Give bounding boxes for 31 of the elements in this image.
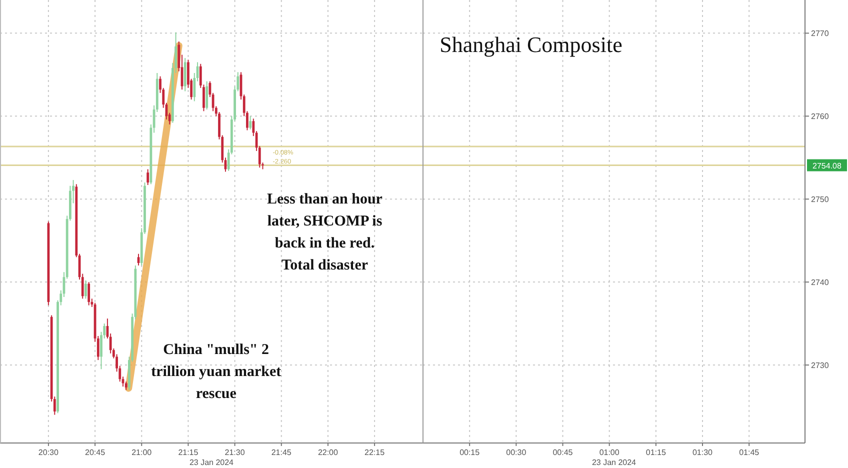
x-tick-label: 01:30 [692, 448, 714, 457]
x-tick-label: 22:00 [318, 448, 339, 457]
x-tick-label: 20:45 [85, 448, 106, 457]
x-tick-label: 21:15 [178, 448, 199, 457]
x-tick-label: 01:00 [599, 448, 620, 457]
text: 23 Jan 2024 [189, 458, 234, 467]
y-tick-label: 2740 [811, 278, 830, 288]
candlestick [249, 116, 252, 130]
y-tick-label: 2730 [811, 361, 830, 370]
ref-line-label: 2754.08 [812, 161, 842, 170]
y-tick-label: 2770 [811, 29, 830, 38]
x-tick-label: 01:45 [739, 448, 760, 457]
x-tick-label: 00:45 [552, 448, 574, 457]
x-tick-label: 00:30 [506, 448, 527, 457]
candlestick [206, 80, 208, 110]
x-tick-label: 20:30 [38, 448, 60, 457]
x-tick-label: 00:15 [460, 448, 480, 457]
y-tick-label: 2760 [811, 112, 830, 122]
x-tick-label: 21:30 [224, 448, 246, 457]
text: 23 Jan 2024 [592, 458, 637, 467]
annotation: China "mulls" 2 trillion yuan market rescue [151, 342, 282, 402]
x-tick-label: 21:00 [132, 448, 152, 457]
candlestick [84, 280, 87, 300]
candlestick [146, 168, 150, 186]
y-tick-label: 2750 [811, 195, 830, 204]
candlestick [88, 282, 90, 306]
text: Shanghai Composite [440, 32, 622, 57]
x-tick-label: 22:15 [364, 448, 386, 457]
annotation: Less than an hour later, SHCOMP is back in the red. Total disaster [267, 191, 383, 274]
x-tick-label: 01:15 [646, 448, 666, 457]
x-tick-label: 21:45 [271, 448, 292, 457]
